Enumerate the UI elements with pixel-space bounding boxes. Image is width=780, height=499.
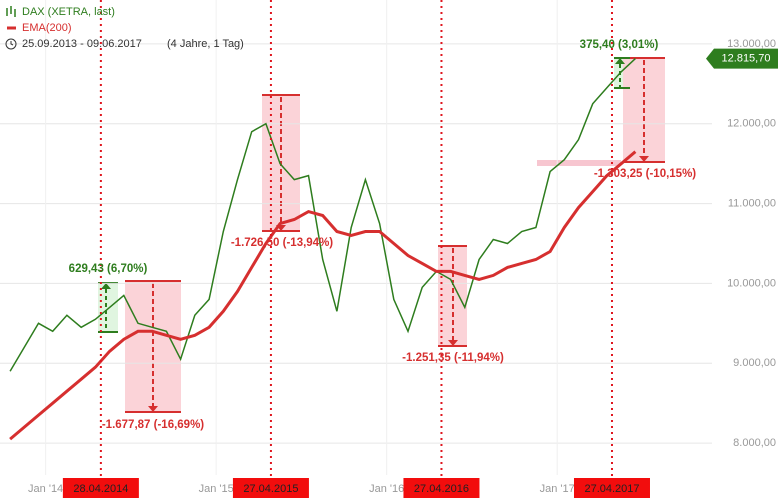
- marker-box: [403, 478, 480, 498]
- legend-label: EMA(200): [22, 22, 72, 34]
- marker-label: 27.04.2017: [584, 483, 639, 495]
- y-tick-label: 10.000,00: [727, 277, 776, 289]
- marker-box: [573, 478, 650, 498]
- legend-label: DAX (XETRA, last): [22, 6, 115, 18]
- annotation: -1.726,50 (-13,94%): [231, 237, 333, 249]
- clock-icon: [5, 38, 17, 50]
- annotation-boxes: [98, 57, 665, 413]
- marker-box: [232, 478, 309, 498]
- annotation: -1.677,87 (-16,69%): [102, 419, 204, 431]
- ema-line: [9, 150, 637, 441]
- gain-box: [98, 283, 118, 332]
- span: (4 Jahre, 1 Tag): [167, 38, 244, 50]
- y-tick-label: 11.000,00: [728, 197, 776, 209]
- loss-arrows: [148, 156, 649, 412]
- legend: DAX (XETRA, last) EMA(200) 25.09.2013 - …: [5, 6, 244, 50]
- gain-arrows: [101, 58, 625, 289]
- period: 25.09.2013 - 09.06.2017: [22, 38, 142, 50]
- annotation: 375,40 (3,01%): [580, 39, 659, 51]
- y-tick-label: 12.000,00: [727, 118, 776, 130]
- last-value-tag: [706, 48, 778, 69]
- marker-box: [62, 478, 139, 498]
- y-tick-label: 13.000,00: [727, 38, 776, 50]
- y-tick-label: 9.000,00: [733, 357, 776, 369]
- y-tick-label: 8.000,00: [733, 437, 776, 449]
- marker-label: 27.04.2016: [414, 483, 469, 495]
- x-tick-label: Jan '17: [540, 483, 575, 495]
- plot: [9, 58, 637, 441]
- legend-icon: [6, 6, 16, 17]
- marker-label: 27.04.2015: [243, 483, 298, 495]
- marker-label: 28.04.2014: [73, 483, 128, 495]
- last-value-label: 12.815,70: [722, 53, 771, 65]
- x-tick-label: Jan '16: [369, 483, 404, 495]
- annotation: 629,43 (6,70%): [69, 263, 148, 275]
- clock-hands: [10, 41, 14, 46]
- x-tick-label: Jan '15: [199, 483, 234, 495]
- x-tick-label: Jan '14: [28, 483, 63, 495]
- annotation: -1.251,35 (-11,94%): [402, 352, 504, 364]
- price-line: [9, 58, 636, 372]
- annotation: -1.303,25 (-10,15%): [594, 168, 696, 180]
- level-band: [537, 160, 621, 166]
- annotation-labels: 629,43 (6,70%) -1.677,87 (-16,69%) -1.72…: [69, 39, 697, 431]
- overlay: 28.04.2014 27.04.2015 27.04.2016 27.04.2017…: [62, 0, 778, 498]
- loss-lines: [125, 57, 665, 413]
